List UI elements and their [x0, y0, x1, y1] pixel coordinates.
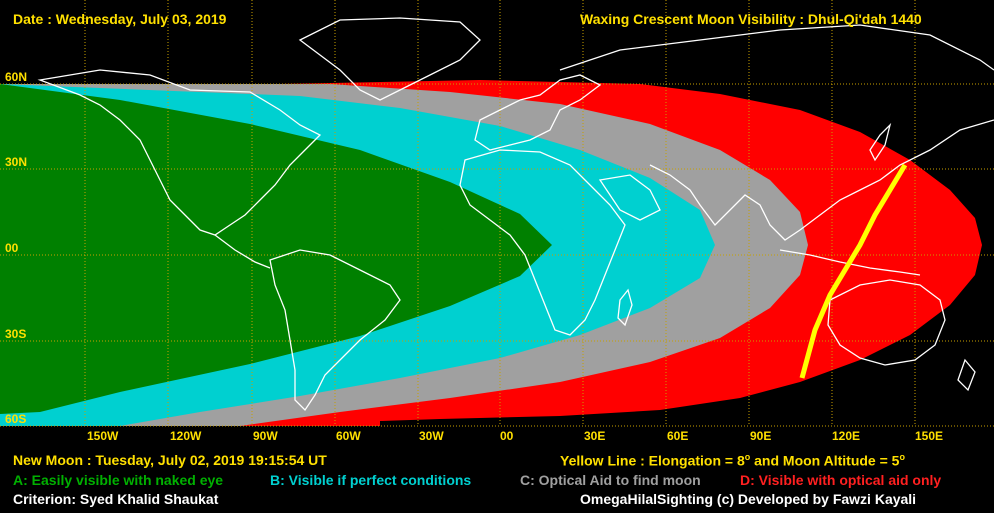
lon-label-00: 00	[500, 429, 514, 443]
degree-symbol-1: o	[744, 452, 751, 462]
legend-c: C: Optical Aid to find moon	[520, 472, 701, 488]
new-moon-label: New Moon : Tuesday, July 02, 2019 19:15:…	[13, 452, 327, 468]
yellow-line-text-1: Yellow Line : Elongation = 8	[560, 452, 745, 469]
north-america-coast	[37, 69, 322, 236]
lat-label-30s: 30S	[5, 327, 27, 341]
lon-label-120w: 120W	[170, 429, 202, 443]
coastlines	[37, 17, 994, 412]
lon-label-90e: 90E	[750, 429, 772, 443]
central-america-coast	[214, 234, 271, 269]
zone-a-green	[0, 84, 552, 414]
lon-label-60w: 60W	[336, 429, 361, 443]
africa-coast	[459, 149, 626, 336]
lat-label-30n: 30N	[5, 155, 28, 169]
credit-label: OmegaHilalSighting (c) Developed by Fawz…	[580, 491, 917, 507]
legend-a: A: Easily visible with naked eye	[13, 472, 224, 488]
lat-label-60n: 60N	[5, 70, 28, 84]
date-label: Date : Wednesday, July 03, 2019	[13, 11, 227, 27]
madagascar-coast	[617, 288, 633, 327]
yellow-line-note: Yellow Line : Elongation = 8o and Moon A…	[560, 452, 905, 469]
lon-label-30w: 30W	[419, 429, 444, 443]
yellow-line-text-2: and Moon Altitude = 5	[750, 452, 900, 469]
greenland-coast	[298, 17, 481, 101]
australia-coast	[827, 279, 946, 366]
degree-symbol-2: o	[899, 452, 905, 462]
south-america-coast	[269, 249, 401, 412]
map-title: Waxing Crescent Moon Visibility : Dhul-Q…	[580, 11, 922, 27]
lon-label-60e: 60E	[667, 429, 689, 443]
lat-label-00: 00	[5, 241, 19, 255]
graticule	[0, 0, 994, 427]
indonesia-coast	[779, 249, 921, 276]
europe-coast	[474, 74, 602, 151]
lat-label-60s: 60S	[5, 412, 27, 426]
legend-d: D: Visible with optical aid only	[740, 472, 942, 488]
legend-b: B: Visible if perfect conditions	[270, 472, 472, 488]
lon-label-120e: 120E	[832, 429, 861, 443]
yellow-line	[799, 163, 908, 379]
lon-label-150e: 150E	[915, 429, 944, 443]
lon-label-30e: 30E	[584, 429, 606, 443]
asia-coast	[559, 24, 994, 241]
criterion-label: Criterion: Syed Khalid Shaukat	[13, 491, 219, 507]
lon-label-150w: 150W	[87, 429, 119, 443]
arabia-coast	[598, 174, 661, 221]
new-zealand-coast	[957, 358, 976, 392]
japan-coast	[869, 122, 892, 162]
lon-label-90w: 90W	[253, 429, 278, 443]
